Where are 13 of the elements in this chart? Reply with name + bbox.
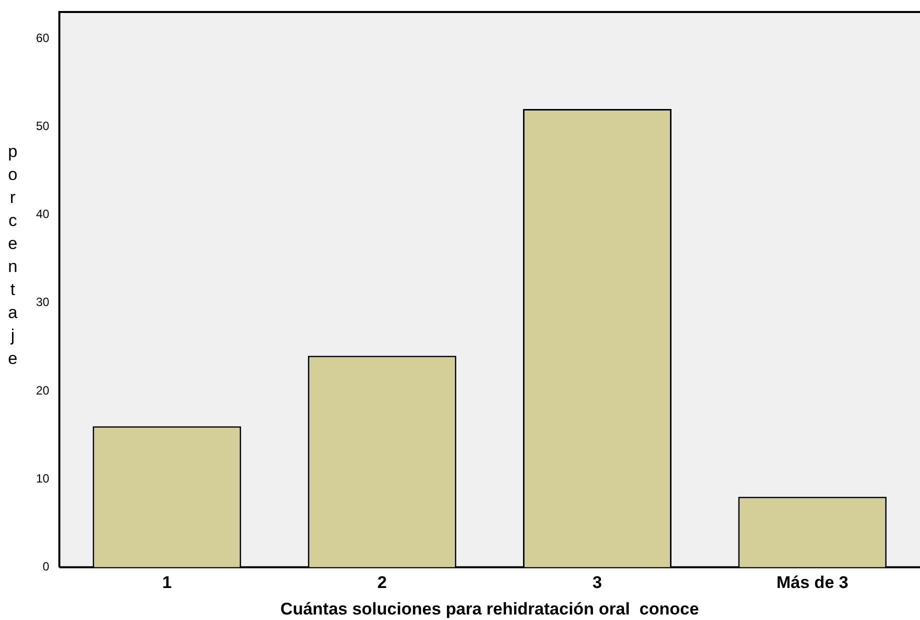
x-axis-title: Cuántas soluciones para rehidratación oral conoce bbox=[280, 599, 699, 618]
y-tick-label: 20 bbox=[36, 383, 50, 398]
y-tick-label: 40 bbox=[36, 207, 50, 222]
x-tick-label: 1 bbox=[162, 573, 172, 592]
text: porcentaje bbox=[8, 142, 18, 368]
y-tick-label: 50 bbox=[36, 118, 50, 133]
y-tick-label: 60 bbox=[36, 30, 50, 45]
x-tick-label: 3 bbox=[592, 573, 602, 592]
y-tick-label: 30 bbox=[36, 295, 50, 310]
x-tick-label: Más de 3 bbox=[776, 573, 848, 592]
y-tick-label: 10 bbox=[36, 471, 50, 486]
y-tick-label: 0 bbox=[42, 560, 50, 574]
x-tick-label: 2 bbox=[377, 573, 387, 592]
